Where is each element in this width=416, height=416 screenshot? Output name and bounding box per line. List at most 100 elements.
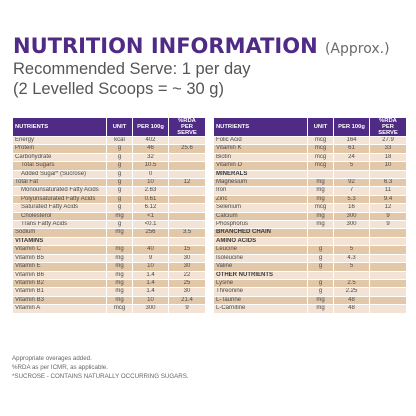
nutrient-per100: 40 xyxy=(132,245,169,255)
nutrient-rda xyxy=(168,236,206,247)
nutrient-per100: 0 xyxy=(132,169,169,180)
nutrient-unit: mg xyxy=(106,211,133,222)
section-header-row: VITAMINS xyxy=(12,236,206,247)
nutrient-rda: 22 xyxy=(168,270,206,280)
nutrient-name: Cholesterol xyxy=(12,211,107,222)
nutrient-unit xyxy=(307,236,334,247)
nutrient-per100: 164 xyxy=(333,135,370,146)
nutrient-rda xyxy=(369,169,407,180)
nutrient-per100: 10 xyxy=(132,178,169,188)
nutrient-unit: g xyxy=(307,253,334,264)
table-row: L-Carnitine mg 48 xyxy=(213,304,407,314)
nutrient-name: Isoleucine xyxy=(213,253,308,264)
page-title: NUTRITION INFORMATION (Approx.) xyxy=(13,34,390,58)
nutrient-unit xyxy=(307,169,334,180)
nutrient-per100: 24 xyxy=(333,152,370,163)
nutrient-unit: g xyxy=(106,203,133,213)
nutrient-rda xyxy=(168,211,206,222)
nutrient-name: Vitamin A xyxy=(12,304,107,314)
nutrient-name: Iron xyxy=(213,186,308,196)
nutrient-name: Vitamin B6 xyxy=(12,270,107,280)
nutrient-per100: 256 xyxy=(132,228,169,238)
nutrient-rda: 15 xyxy=(168,245,206,255)
nutrient-rda xyxy=(369,304,407,314)
nutrient-unit: mg xyxy=(307,295,334,306)
header-rda-label: %RDA xyxy=(178,118,196,124)
nutrient-per100: 32 xyxy=(132,152,169,163)
nutrient-name: Phosphorus xyxy=(213,220,308,230)
nutrient-unit xyxy=(307,270,334,280)
nutrient-per100: 10 xyxy=(132,295,169,306)
nutrient-name: L-Carnitine xyxy=(213,304,308,314)
nutrient-per100: 7 xyxy=(333,186,370,196)
nutrient-name: Selenium xyxy=(213,203,308,213)
title-approx: (Approx.) xyxy=(324,41,390,57)
nutrient-rda: 30 xyxy=(168,287,206,297)
header-rda-sub: PER SERVE xyxy=(177,124,197,136)
nutrient-name: Added Sugar* (Sucrose) xyxy=(12,169,107,180)
nutrient-rda: 9 xyxy=(369,220,407,230)
table-row: Trans Fatty Acids g <0.1 xyxy=(12,220,206,230)
table-row: Iron mg 7 11 xyxy=(213,186,407,196)
section-header-row: OTHER NUTRIENTS xyxy=(213,270,407,280)
nutrition-table-right: NUTRIENTS UNIT PER 100g %RDA PER SERVE Fo… xyxy=(213,117,407,314)
table-row: Monounsaturated Fatty Acids g 2.63 xyxy=(12,186,206,196)
nutrient-unit: mg xyxy=(106,228,133,238)
nutrient-name: Carbohydrate xyxy=(12,152,107,163)
nutrient-unit: g xyxy=(307,262,334,272)
nutrient-rda: 25.6 xyxy=(168,144,206,154)
table-row: Vitamin B6 mg 1.4 22 xyxy=(12,270,206,280)
footnote-sucrose: *SUCROSE - CONTAINS NATURALLY OCCURRING … xyxy=(12,373,189,380)
nutrient-name: Vitamin B3 xyxy=(12,295,107,306)
header-rda: %RDA PER SERVE xyxy=(369,117,407,137)
nutrient-name: AMINO ACIDS xyxy=(213,236,308,247)
nutrient-name: Zinc xyxy=(213,194,308,205)
nutrient-name: Valine xyxy=(213,262,308,272)
nutrient-per100: 2.5 xyxy=(333,278,370,289)
nutrient-per100: 0.61 xyxy=(132,194,169,205)
nutrient-unit: mg xyxy=(307,186,334,196)
nutrient-rda: 9.4 xyxy=(369,194,407,205)
nutrient-name: Sodium xyxy=(12,228,107,238)
nutrient-name: OTHER NUTRIENTS xyxy=(213,270,308,280)
nutrient-unit: g xyxy=(106,152,133,163)
nutrient-per100: 1.4 xyxy=(132,287,169,297)
nutrient-unit: g xyxy=(106,178,133,188)
table-header-row: NUTRIENTS UNIT PER 100g %RDA PER SERVE xyxy=(12,117,206,137)
nutrient-rda: 3.5 xyxy=(168,228,206,238)
nutrient-per100: 5.3 xyxy=(333,194,370,205)
nutrient-name: Folic Acid xyxy=(213,135,308,146)
table-row: Phosphorus mg 300 9 xyxy=(213,220,407,230)
nutrient-name: MINERALS xyxy=(213,169,308,180)
nutrient-unit: mg xyxy=(106,278,133,289)
nutrient-name: Energy xyxy=(12,135,107,146)
table-row: Vitamin B3 mg 10 21.4 xyxy=(12,295,206,306)
nutrient-name: Threonine xyxy=(213,287,308,297)
nutrient-unit: mcg xyxy=(307,144,334,154)
nutrient-rda: 11 xyxy=(369,186,407,196)
nutrient-rda xyxy=(168,203,206,213)
nutrient-rda xyxy=(369,287,407,297)
nutrient-per100: 1.4 xyxy=(132,270,169,280)
nutrient-per100: 300 xyxy=(333,211,370,222)
nutrient-unit: mg xyxy=(106,253,133,264)
nutrient-rda: 21.4 xyxy=(168,295,206,306)
table-row: Sodium mg 256 3.5 xyxy=(12,228,206,238)
nutrient-per100: 16 xyxy=(333,203,370,213)
table-row: Vitamin B5 mg 9 30 xyxy=(12,253,206,264)
header-rda: %RDA PER SERVE xyxy=(168,117,206,137)
nutrient-rda: 12 xyxy=(168,178,206,188)
table-row: Calcium mg 300 9 xyxy=(213,211,407,222)
table-header-row: NUTRIENTS UNIT PER 100g %RDA PER SERVE xyxy=(213,117,407,137)
recommended-serve: Recommended Serve: 1 per day xyxy=(13,60,251,78)
table-row: Magnesium mg 92 6.3 xyxy=(213,178,407,188)
title-text: NUTRITION INFORMATION xyxy=(13,34,318,58)
nutrient-per100: 48 xyxy=(333,295,370,306)
nutrient-name: Trans Fatty Acids xyxy=(12,220,107,230)
nutrient-rda xyxy=(369,228,407,238)
table-row: Zinc mg 5.3 9.4 xyxy=(213,194,407,205)
table-row: Polyunsaturated Fatty Acids g 0.61 xyxy=(12,194,206,205)
nutrient-rda: 9 xyxy=(168,304,206,314)
